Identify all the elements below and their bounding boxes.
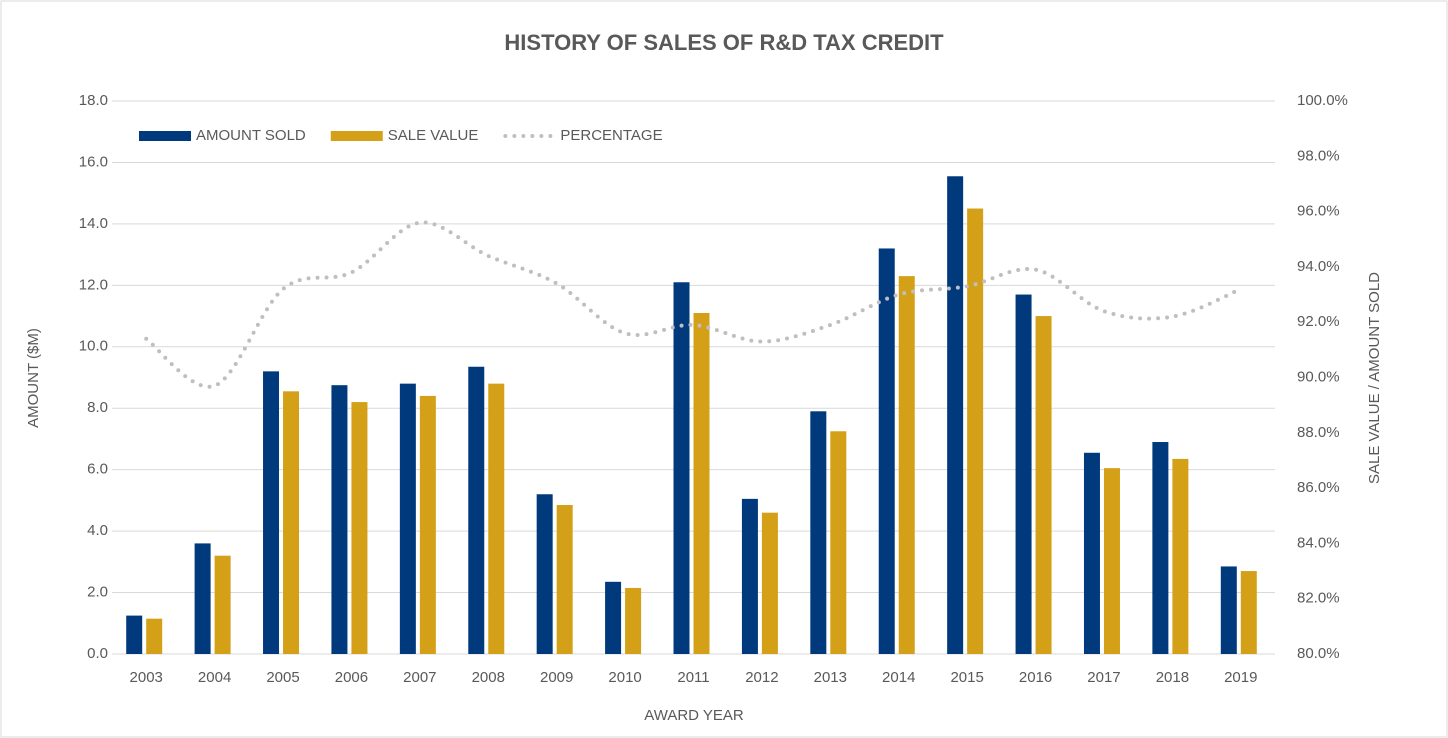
y-tick-label: 6.0 (87, 461, 108, 478)
y-tick-label: 4.0 (87, 522, 108, 539)
y2-axis-title: SALE VALUE / AMOUNT SOLD (1366, 272, 1383, 484)
bar (947, 176, 964, 654)
bar (556, 504, 573, 654)
y-tick-label: 2.0 (87, 584, 108, 601)
bar (898, 276, 915, 654)
bar (693, 312, 710, 654)
x-tick-label: 2009 (540, 669, 573, 686)
x-tick-label: 2007 (403, 669, 436, 686)
x-tick-label: 2006 (335, 669, 368, 686)
x-tick-label: 2003 (130, 669, 163, 686)
x-tick-label: 2013 (814, 669, 847, 686)
y2-tick-label: 100.0% (1297, 92, 1348, 109)
bar (214, 555, 231, 654)
bar (1035, 316, 1052, 654)
legend-swatch (139, 131, 191, 141)
bar (1015, 294, 1032, 654)
bar (146, 618, 163, 654)
y-axis-title: AMOUNT ($M) (25, 328, 42, 428)
bar (810, 411, 827, 654)
bar (399, 383, 416, 654)
x-tick-label: 2010 (608, 669, 641, 686)
bar (673, 282, 690, 654)
y-tick-label: 12.0 (79, 276, 108, 293)
bar (605, 581, 622, 654)
y-tick-label: 16.0 (79, 153, 108, 170)
bar (967, 208, 984, 654)
x-tick-label: 2015 (950, 669, 983, 686)
y-tick-label: 8.0 (87, 399, 108, 416)
x-tick-label: 2014 (882, 669, 915, 686)
bar (351, 402, 368, 654)
y2-tick-label: 80.0% (1297, 645, 1340, 662)
line-series (144, 220, 1243, 389)
y2-tick-label: 86.0% (1297, 479, 1340, 496)
bar (878, 248, 895, 654)
y2-tick-label: 98.0% (1297, 147, 1340, 164)
y2-tick-label: 88.0% (1297, 424, 1340, 441)
bar (126, 615, 143, 654)
bar (536, 494, 553, 654)
y2-tick-label: 84.0% (1297, 534, 1340, 551)
x-tick-label: 2004 (198, 669, 231, 686)
bar (761, 512, 778, 654)
bar (1172, 458, 1189, 654)
x-tick-label: 2012 (745, 669, 778, 686)
x-tick-label: 2011 (677, 669, 709, 686)
legend-label: SALE VALUE (388, 127, 479, 144)
x-axis-title: AWARD YEAR (644, 707, 744, 724)
y-tick-label: 0.0 (87, 645, 108, 662)
bar (419, 395, 436, 654)
y2-tick-label: 96.0% (1297, 203, 1340, 220)
y2-tick-label: 90.0% (1297, 368, 1340, 385)
x-tick-label: 2018 (1156, 669, 1189, 686)
bar (331, 385, 348, 654)
y2-tick-label: 94.0% (1297, 258, 1340, 275)
chart-title: HISTORY OF SALES OF R&D TAX CREDIT (504, 30, 944, 55)
bar (830, 431, 847, 654)
y-tick-label: 14.0 (79, 215, 108, 232)
bar (1240, 571, 1257, 654)
legend-label: PERCENTAGE (560, 127, 662, 144)
x-tick-label: 2016 (1019, 669, 1052, 686)
y-tick-label: 10.0 (79, 338, 108, 355)
x-tick-label: 2005 (266, 669, 299, 686)
bar (741, 498, 758, 654)
legend-swatch (330, 131, 383, 141)
bar (468, 366, 485, 654)
y-tick-label: 18.0 (79, 92, 108, 109)
bar (488, 383, 505, 654)
bar (283, 391, 300, 654)
x-tick-label: 2008 (472, 669, 505, 686)
y2-tick-label: 82.0% (1297, 590, 1340, 607)
bar (1083, 452, 1100, 654)
x-tick-label: 2019 (1224, 669, 1257, 686)
y2-tick-label: 92.0% (1297, 313, 1340, 330)
bar (1220, 566, 1237, 654)
bar (1152, 442, 1169, 654)
x-tick-label: 2017 (1087, 669, 1120, 686)
legend-label: AMOUNT SOLD (196, 127, 306, 144)
bar (1103, 468, 1120, 654)
bar (194, 543, 211, 654)
bar (263, 371, 280, 654)
bar (625, 587, 642, 654)
